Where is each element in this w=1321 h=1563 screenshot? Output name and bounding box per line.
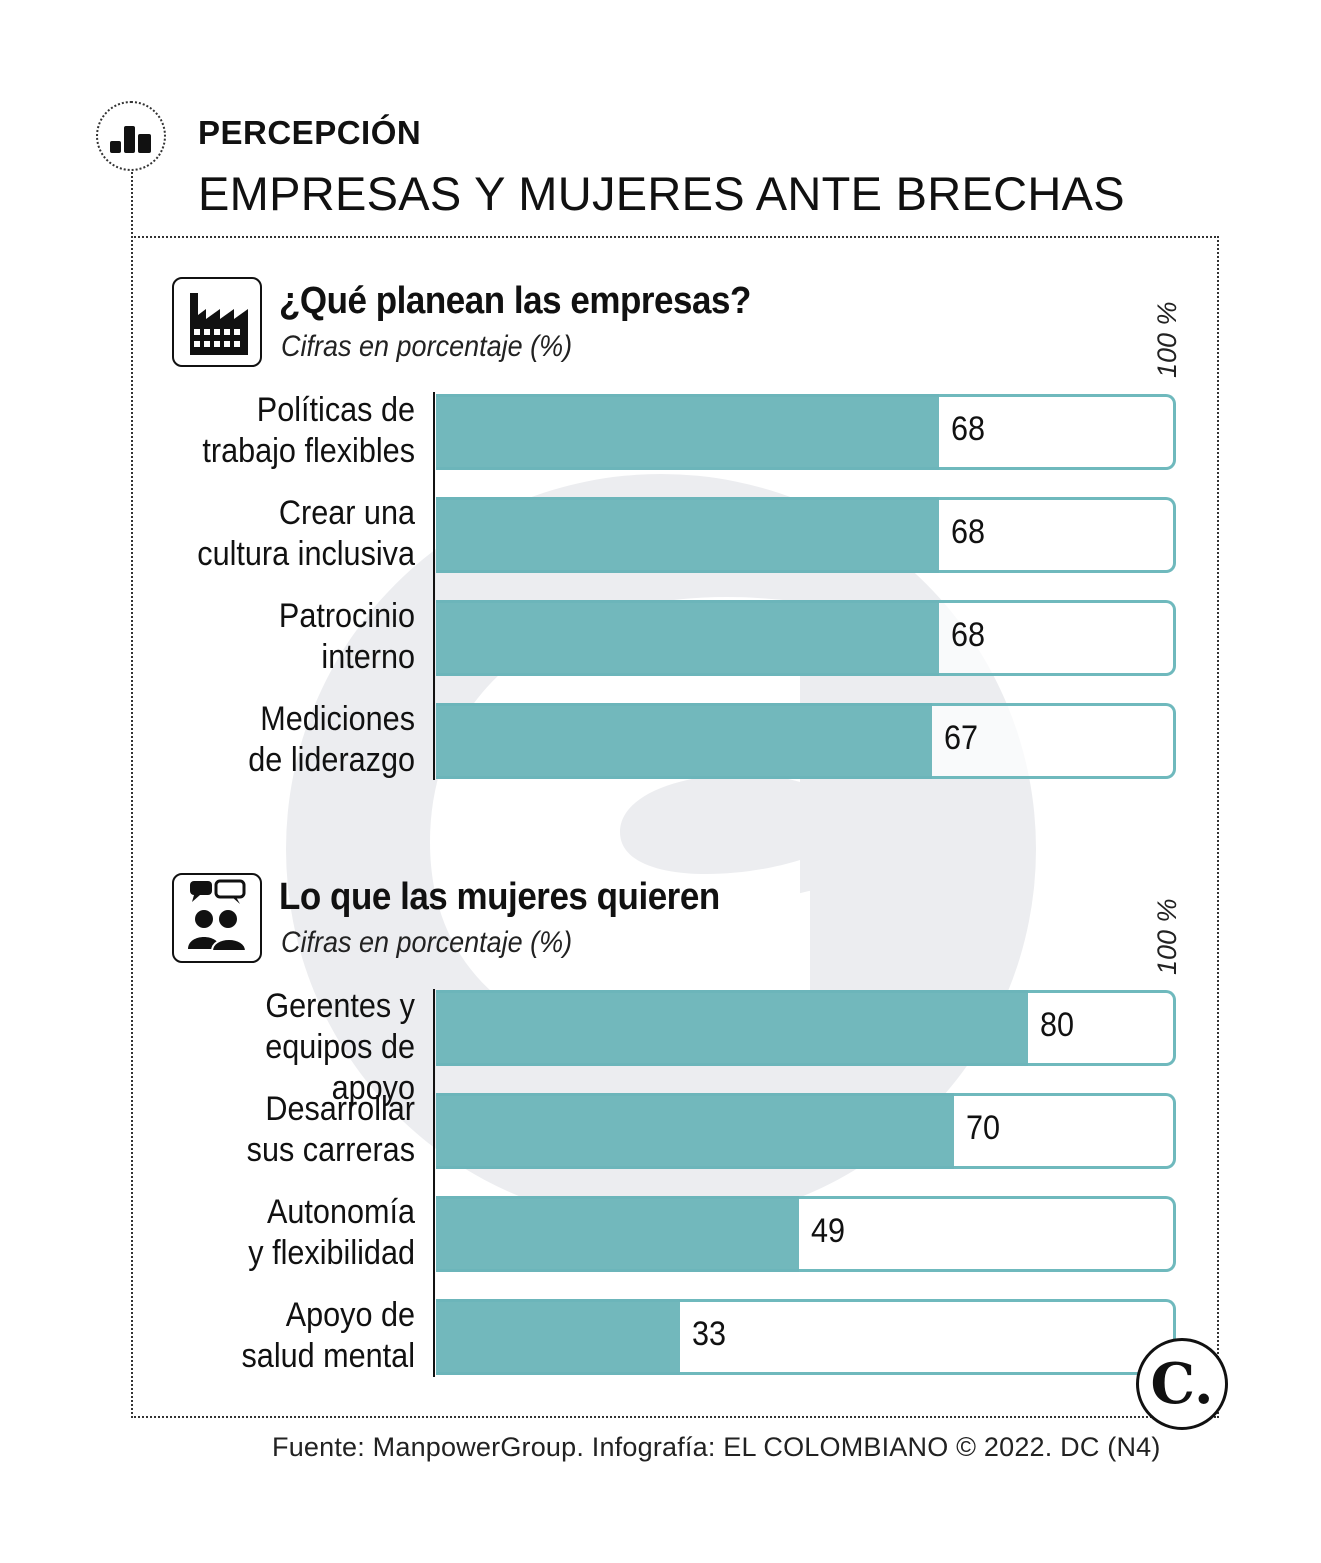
bar-value-label: 33 (692, 1315, 727, 1353)
category-label: Patrocinio interno (278, 597, 415, 676)
connector-line (131, 172, 133, 238)
bar-value-label: 80 (1040, 1006, 1075, 1044)
kicker: PERCEPCIÓN (198, 114, 422, 151)
bar-value-label: 67 (944, 719, 979, 757)
category-label: Desarrollar sus carreras (246, 1090, 415, 1169)
bar (436, 703, 932, 779)
bar (436, 600, 939, 676)
bar-chart-icon (96, 101, 166, 171)
category-label: Autonomía y flexibilidad (248, 1193, 415, 1272)
bar (436, 1093, 954, 1169)
bar (436, 1196, 799, 1272)
category-label: Apoyo de salud mental (241, 1296, 415, 1375)
axis-max-label: 100 % (1152, 301, 1182, 378)
bar (436, 497, 939, 573)
people-chat-icon (172, 873, 262, 963)
bar-value-label: 49 (811, 1212, 846, 1250)
category-label: Crear una cultura inclusiva (197, 494, 415, 573)
bar-value-label: 70 (966, 1109, 1001, 1147)
axis-max-label: 100 % (1152, 898, 1182, 975)
category-label: Mediciones de liderazgo (248, 700, 415, 779)
bar-value-label: 68 (951, 410, 986, 448)
bar (436, 394, 939, 470)
chart-subtitle: Cifras en porcentaje (%) (281, 330, 573, 363)
el-colombiano-logo-icon: C. (1136, 1338, 1228, 1430)
chart-title: Lo que las mujeres quieren (279, 876, 720, 918)
axis-line (433, 989, 435, 1377)
page-title: EMPRESAS Y MUJERES ANTE BRECHAS (198, 167, 1125, 220)
category-label: Políticas de trabajo flexibles (202, 391, 415, 470)
bar-value-label: 68 (951, 616, 986, 654)
bar (436, 1299, 680, 1375)
chart-frame (131, 236, 1219, 1418)
chart-subtitle: Cifras en porcentaje (%) (281, 926, 573, 959)
bar (436, 990, 1028, 1066)
bar-value-label: 68 (951, 513, 986, 551)
axis-line (433, 392, 435, 780)
source-note: Fuente: ManpowerGroup. Infografía: EL CO… (272, 1432, 1161, 1462)
factory-icon (172, 277, 262, 367)
category-label: Gerentes y equipos de apoyo (265, 987, 415, 1107)
chart-title: ¿Qué planean las empresas? (279, 280, 751, 322)
